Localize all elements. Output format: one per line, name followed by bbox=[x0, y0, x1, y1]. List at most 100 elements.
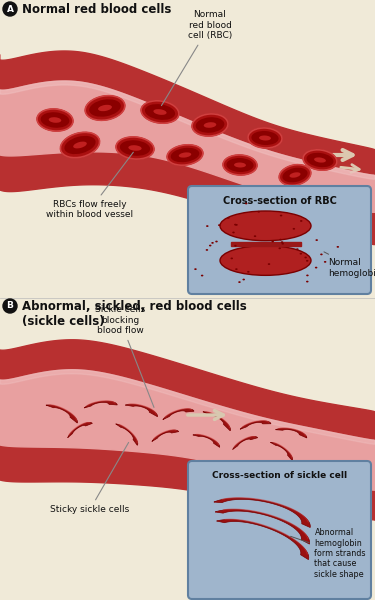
Ellipse shape bbox=[85, 95, 125, 121]
Ellipse shape bbox=[232, 232, 235, 233]
Ellipse shape bbox=[194, 268, 197, 270]
Polygon shape bbox=[0, 370, 375, 444]
Ellipse shape bbox=[251, 131, 279, 145]
Polygon shape bbox=[240, 421, 271, 429]
Polygon shape bbox=[68, 422, 92, 438]
Ellipse shape bbox=[64, 136, 96, 154]
Ellipse shape bbox=[211, 242, 214, 244]
Ellipse shape bbox=[306, 260, 309, 262]
Ellipse shape bbox=[324, 261, 326, 263]
Ellipse shape bbox=[201, 275, 203, 277]
Ellipse shape bbox=[238, 281, 241, 283]
Ellipse shape bbox=[280, 215, 282, 217]
Ellipse shape bbox=[281, 241, 283, 243]
Ellipse shape bbox=[60, 133, 100, 158]
Polygon shape bbox=[232, 437, 258, 449]
Ellipse shape bbox=[209, 245, 212, 247]
Ellipse shape bbox=[279, 239, 282, 241]
Ellipse shape bbox=[218, 224, 220, 226]
Ellipse shape bbox=[300, 253, 302, 254]
Ellipse shape bbox=[220, 211, 311, 241]
Ellipse shape bbox=[192, 114, 228, 136]
Ellipse shape bbox=[272, 241, 274, 242]
Ellipse shape bbox=[231, 257, 233, 259]
Text: Cross-section of sickle cell: Cross-section of sickle cell bbox=[212, 471, 347, 480]
Text: B: B bbox=[6, 301, 14, 311]
Circle shape bbox=[3, 299, 17, 313]
Ellipse shape bbox=[226, 158, 254, 172]
Polygon shape bbox=[0, 370, 375, 490]
Ellipse shape bbox=[303, 150, 337, 170]
Ellipse shape bbox=[300, 220, 303, 222]
Ellipse shape bbox=[306, 275, 309, 277]
Text: Abnormal
hemoglobin
form strands
that cause
sickle shape: Abnormal hemoglobin form strands that ca… bbox=[291, 528, 366, 578]
Polygon shape bbox=[217, 520, 309, 560]
Ellipse shape bbox=[258, 211, 260, 212]
Ellipse shape bbox=[128, 145, 142, 151]
Text: Sickle cells
blocking
blood flow: Sickle cells blocking blood flow bbox=[95, 305, 154, 407]
Polygon shape bbox=[215, 509, 310, 544]
Circle shape bbox=[3, 2, 17, 16]
Ellipse shape bbox=[247, 271, 250, 273]
Polygon shape bbox=[231, 242, 300, 245]
Polygon shape bbox=[84, 401, 117, 408]
Ellipse shape bbox=[268, 263, 270, 265]
Ellipse shape bbox=[315, 266, 317, 268]
Ellipse shape bbox=[320, 253, 322, 255]
Polygon shape bbox=[0, 81, 375, 212]
Text: Normal
hemoglobin: Normal hemoglobin bbox=[324, 252, 375, 278]
Ellipse shape bbox=[116, 137, 154, 159]
Ellipse shape bbox=[248, 128, 282, 148]
Ellipse shape bbox=[223, 155, 257, 175]
Ellipse shape bbox=[306, 153, 333, 167]
Ellipse shape bbox=[141, 101, 179, 123]
Ellipse shape bbox=[120, 140, 150, 156]
Ellipse shape bbox=[73, 142, 87, 148]
Ellipse shape bbox=[206, 249, 208, 251]
Text: A: A bbox=[6, 4, 14, 13]
Ellipse shape bbox=[153, 109, 166, 115]
Ellipse shape bbox=[145, 104, 175, 120]
Polygon shape bbox=[203, 412, 231, 431]
Ellipse shape bbox=[254, 235, 256, 237]
Polygon shape bbox=[0, 51, 375, 175]
Ellipse shape bbox=[179, 152, 191, 158]
Text: Normal red blood cells: Normal red blood cells bbox=[22, 3, 171, 16]
Ellipse shape bbox=[296, 248, 298, 250]
Text: Abnormal, sickled, red blood cells
(sickle cells): Abnormal, sickled, red blood cells (sick… bbox=[22, 300, 247, 328]
Ellipse shape bbox=[37, 109, 73, 131]
Ellipse shape bbox=[234, 224, 237, 226]
Text: Sticky sickle cells: Sticky sickle cells bbox=[50, 442, 130, 514]
Ellipse shape bbox=[215, 241, 218, 242]
Ellipse shape bbox=[206, 225, 209, 227]
Ellipse shape bbox=[235, 224, 238, 226]
Text: RBCs flow freely
within blood vessel: RBCs flow freely within blood vessel bbox=[46, 152, 134, 220]
Text: Normal
red blood
cell (RBC): Normal red blood cell (RBC) bbox=[161, 10, 232, 106]
Ellipse shape bbox=[314, 157, 326, 163]
Ellipse shape bbox=[227, 217, 230, 219]
Ellipse shape bbox=[171, 148, 199, 162]
Ellipse shape bbox=[196, 117, 224, 133]
Polygon shape bbox=[46, 405, 78, 423]
FancyBboxPatch shape bbox=[188, 186, 371, 294]
Ellipse shape bbox=[98, 105, 112, 111]
Ellipse shape bbox=[306, 281, 309, 283]
Polygon shape bbox=[193, 434, 220, 448]
Ellipse shape bbox=[49, 117, 61, 123]
Ellipse shape bbox=[167, 145, 203, 165]
Polygon shape bbox=[163, 409, 194, 419]
Polygon shape bbox=[0, 445, 375, 520]
Ellipse shape bbox=[220, 245, 311, 275]
Polygon shape bbox=[0, 81, 375, 179]
FancyBboxPatch shape bbox=[188, 461, 371, 599]
Ellipse shape bbox=[234, 245, 237, 247]
Polygon shape bbox=[0, 340, 375, 440]
Ellipse shape bbox=[234, 163, 246, 167]
Ellipse shape bbox=[279, 164, 311, 185]
Ellipse shape bbox=[337, 246, 339, 248]
Ellipse shape bbox=[235, 268, 238, 270]
Ellipse shape bbox=[292, 228, 295, 230]
Ellipse shape bbox=[243, 278, 245, 280]
Polygon shape bbox=[214, 498, 310, 527]
Polygon shape bbox=[276, 428, 307, 438]
